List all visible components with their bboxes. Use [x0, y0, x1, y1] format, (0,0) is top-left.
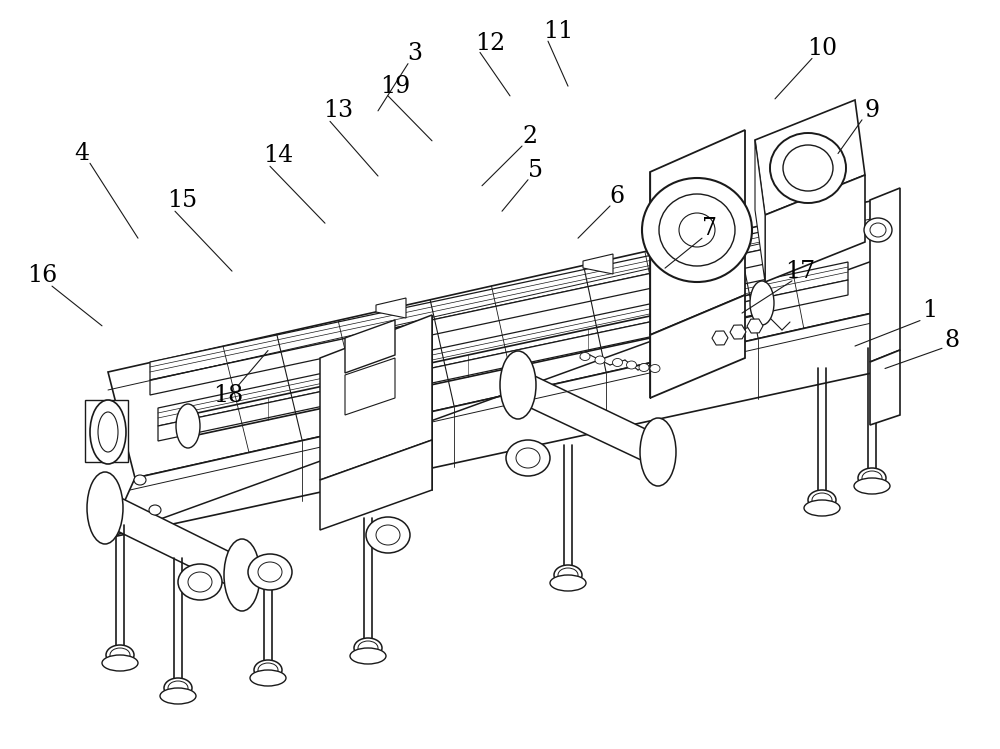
Text: 11: 11	[543, 20, 573, 43]
Ellipse shape	[90, 400, 126, 464]
Ellipse shape	[164, 678, 192, 698]
Polygon shape	[650, 130, 745, 335]
Ellipse shape	[650, 365, 660, 372]
Text: 10: 10	[807, 37, 837, 60]
Ellipse shape	[106, 645, 134, 665]
Ellipse shape	[168, 681, 188, 695]
Ellipse shape	[358, 641, 378, 655]
Text: 13: 13	[323, 100, 353, 122]
Ellipse shape	[87, 472, 123, 544]
Ellipse shape	[376, 525, 400, 545]
Ellipse shape	[554, 565, 582, 585]
Ellipse shape	[149, 505, 161, 515]
Ellipse shape	[659, 194, 735, 266]
Ellipse shape	[864, 218, 892, 242]
Ellipse shape	[870, 223, 886, 237]
Polygon shape	[650, 295, 745, 398]
Ellipse shape	[595, 356, 605, 364]
Ellipse shape	[160, 688, 196, 704]
Ellipse shape	[178, 564, 222, 600]
Polygon shape	[870, 350, 900, 425]
Ellipse shape	[250, 670, 286, 686]
Ellipse shape	[516, 448, 540, 468]
Text: 3: 3	[408, 43, 422, 65]
Ellipse shape	[350, 648, 386, 664]
Ellipse shape	[750, 281, 774, 325]
Ellipse shape	[783, 145, 833, 191]
Polygon shape	[583, 254, 613, 274]
Text: 17: 17	[785, 260, 815, 282]
Polygon shape	[320, 440, 432, 530]
Ellipse shape	[808, 490, 836, 510]
Ellipse shape	[558, 568, 578, 582]
Ellipse shape	[188, 572, 212, 592]
Ellipse shape	[254, 660, 282, 680]
Text: 7: 7	[702, 217, 718, 240]
Polygon shape	[158, 262, 848, 426]
Ellipse shape	[258, 663, 278, 677]
Ellipse shape	[854, 478, 890, 494]
Polygon shape	[870, 188, 900, 362]
Polygon shape	[345, 358, 395, 415]
Text: 15: 15	[167, 189, 197, 212]
Ellipse shape	[812, 493, 832, 507]
Polygon shape	[150, 215, 840, 380]
Text: 14: 14	[263, 145, 293, 167]
Ellipse shape	[224, 539, 260, 611]
Polygon shape	[765, 175, 865, 282]
Ellipse shape	[612, 359, 622, 366]
Text: 4: 4	[74, 142, 90, 165]
Ellipse shape	[804, 500, 840, 516]
Polygon shape	[105, 490, 242, 592]
Polygon shape	[150, 233, 840, 395]
Ellipse shape	[134, 475, 146, 485]
Ellipse shape	[642, 178, 752, 282]
Ellipse shape	[354, 638, 382, 658]
Ellipse shape	[639, 363, 649, 372]
Ellipse shape	[770, 133, 846, 203]
Polygon shape	[85, 400, 128, 462]
Ellipse shape	[176, 404, 200, 448]
Text: 2: 2	[522, 125, 538, 148]
Text: 8: 8	[944, 330, 960, 352]
Ellipse shape	[580, 353, 590, 360]
Ellipse shape	[640, 418, 676, 486]
Polygon shape	[755, 100, 865, 215]
Ellipse shape	[679, 213, 715, 247]
Polygon shape	[158, 280, 848, 441]
Text: 9: 9	[864, 100, 880, 122]
Polygon shape	[518, 368, 658, 468]
Ellipse shape	[98, 412, 118, 452]
Text: 16: 16	[27, 264, 57, 287]
Ellipse shape	[862, 471, 882, 485]
Polygon shape	[108, 200, 895, 478]
Text: 1: 1	[922, 300, 938, 322]
Polygon shape	[875, 200, 895, 368]
Polygon shape	[755, 140, 765, 282]
Ellipse shape	[110, 648, 130, 662]
Ellipse shape	[500, 351, 536, 419]
Ellipse shape	[366, 517, 410, 553]
Ellipse shape	[248, 554, 292, 590]
Ellipse shape	[550, 575, 586, 591]
Ellipse shape	[858, 468, 886, 488]
Polygon shape	[108, 308, 895, 538]
Ellipse shape	[626, 361, 637, 369]
Polygon shape	[320, 315, 432, 480]
Polygon shape	[376, 298, 406, 318]
Text: 18: 18	[213, 384, 243, 407]
Ellipse shape	[258, 562, 282, 582]
Text: 19: 19	[380, 75, 410, 97]
Text: 12: 12	[475, 32, 505, 55]
Polygon shape	[345, 320, 395, 373]
Text: 5: 5	[528, 160, 542, 182]
Ellipse shape	[102, 655, 138, 671]
Ellipse shape	[506, 440, 550, 476]
Text: 6: 6	[609, 185, 625, 207]
